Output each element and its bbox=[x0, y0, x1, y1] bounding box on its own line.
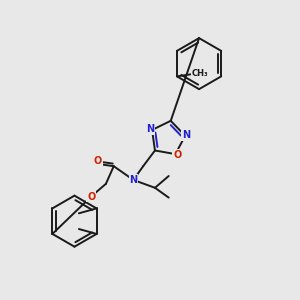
Text: CH₃: CH₃ bbox=[191, 69, 208, 78]
Text: O: O bbox=[173, 150, 182, 160]
Text: O: O bbox=[94, 156, 102, 166]
Text: O: O bbox=[87, 192, 95, 202]
Text: N: N bbox=[146, 124, 154, 134]
Text: N: N bbox=[182, 130, 190, 140]
Text: N: N bbox=[129, 175, 137, 185]
